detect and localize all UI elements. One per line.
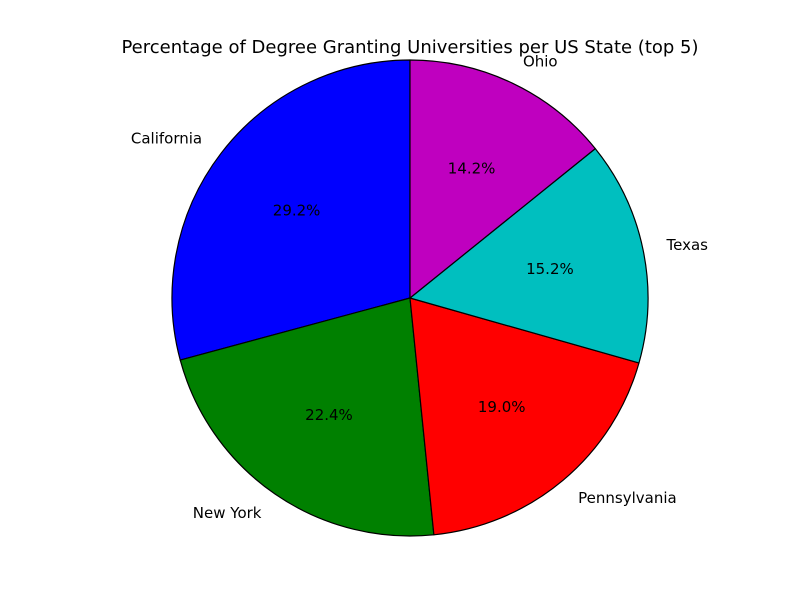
chart-title: Percentage of Degree Granting Universiti… — [121, 37, 698, 58]
pie-slice-pennsylvania — [409, 297, 640, 536]
slice-percent-texas: 15.2% — [526, 260, 574, 278]
pie-labels: California 29.2% New York 22.4% Pennsylvania… — [131, 52, 708, 522]
slice-label-california: California — [131, 129, 202, 147]
slice-label-ohio: Ohio — [523, 52, 558, 70]
slice-percent-ohio: 14.2% — [448, 160, 496, 178]
pie-slice-california — [171, 59, 411, 361]
slice-label-pennsylvania: Pennsylvania — [578, 489, 677, 507]
slice-percent-pennsylvania: 19.0% — [478, 398, 526, 416]
slice-label-new-york: New York — [193, 504, 262, 522]
slice-percent-new-york: 22.4% — [305, 406, 353, 424]
pie-slice-new-york — [179, 297, 435, 537]
slice-percent-california: 29.2% — [273, 202, 321, 220]
slice-label-texas: Texas — [666, 236, 709, 254]
pie-slices — [171, 59, 649, 537]
pie-slice-texas — [409, 148, 649, 364]
pie-slice-ohio — [409, 59, 596, 299]
